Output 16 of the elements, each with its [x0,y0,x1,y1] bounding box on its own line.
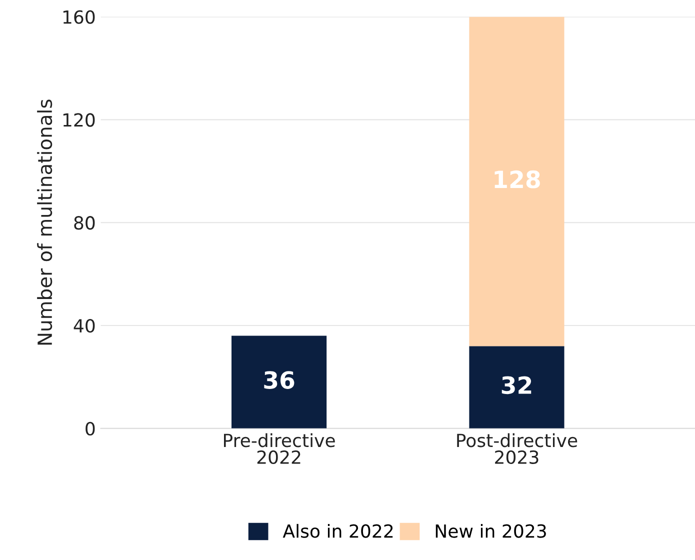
y-tick-label: 80 [74,216,95,230]
y-tick-label: 120 [63,113,95,127]
y-tick-label: 40 [74,318,95,333]
x-tick-label: Pre-directive 2022 [224,433,335,464]
y-tick-label: 0 [86,422,95,436]
bar [469,346,564,428]
bar [469,16,564,346]
y-tick-label: 160 [63,10,95,24]
data-label: 128 [494,170,540,188]
legend-label: New in 2023 [436,524,546,538]
y-axis-title: Number of multinationals [37,100,52,345]
legend-label: Also in 2022 [282,524,393,538]
bar [232,336,327,428]
data-label: 36 [264,371,294,389]
x-tick-label: Post-directive 2023 [457,433,578,464]
data-label: 32 [502,376,532,394]
